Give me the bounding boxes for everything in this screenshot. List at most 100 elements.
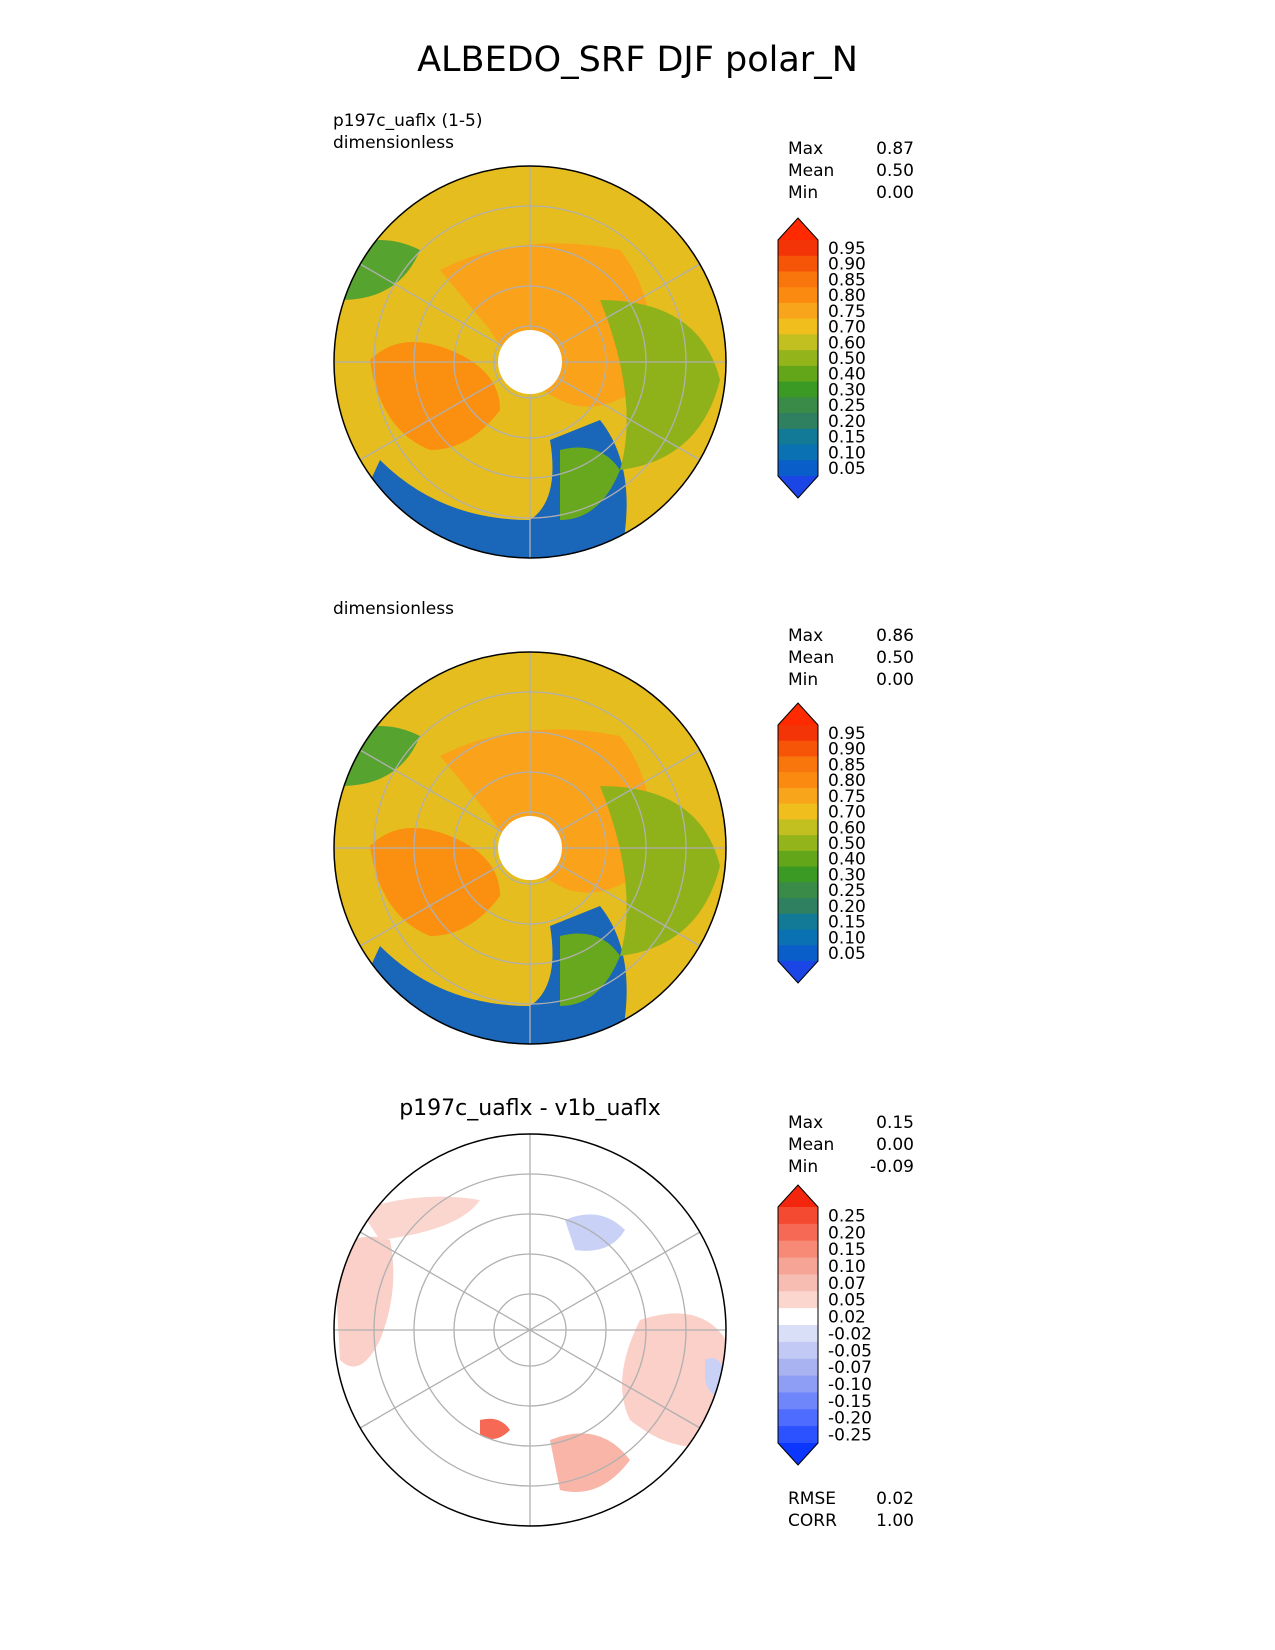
stat-row-min: Min -0.09 [788,1157,914,1177]
colorbar-segment [778,240,818,257]
colorbar-tick-label: 0.60 [828,818,866,838]
colorbar-tick-label: 0.05 [828,944,866,964]
stat-row-max: Max 0.15 [788,1113,914,1133]
colorbar-tick-label: 0.30 [828,865,866,885]
colorbar-extend-max [778,703,818,725]
colorbar-outline [777,702,819,984]
metric-row-rmse: RMSE 0.02 [788,1489,914,1509]
colorbar-panel2: 0.050.100.150.200.250.300.400.500.600.70… [777,702,866,984]
positive-anomaly-scandinavia [550,1433,630,1492]
colorbar-tick-label: 0.75 [828,787,866,807]
colorbar-tick-label: 0.15 [828,1240,866,1260]
colorbar-segment [778,913,818,931]
colorbar-tick-label: 0.10 [828,928,866,948]
colorbar-segment [778,381,818,398]
colorbar-segment [778,1358,818,1377]
land-greenland [370,828,500,936]
stat-row-min: Min 0.00 [788,183,914,203]
colorbar-tick-label: 0.15 [828,428,866,448]
colorbar-tick-label: 0.90 [828,255,866,275]
colorbar-segment [778,1426,818,1444]
colorbar-tick-label: 0.10 [828,1257,866,1277]
colorbar-segment [778,1308,818,1326]
colorbar-segment [778,725,818,742]
colorbar-tick-label: 0.05 [828,1291,866,1311]
colorbar-segment [778,1375,818,1393]
colorbar-segment [778,271,818,288]
land-eurasia-band [600,300,720,470]
colorbar-tick-label: 0.02 [828,1308,866,1328]
land-scandinavia [560,447,620,520]
colorbar-segment [778,819,818,836]
colorbar-tick-label: 0.30 [828,380,866,400]
pole-hole [498,816,562,880]
panel1-stats: Max 0.87 Mean 0.50 Min 0.00 [788,138,914,204]
colorbar-segment [778,334,818,351]
stat-row-mean: Mean 0.50 [788,161,914,181]
colorbar-segment [778,444,818,461]
land-greenland [370,342,500,450]
panel1-case-name: p197c_uaflx (1-5) [333,111,483,131]
colorbar-tick-label: -0.02 [828,1324,872,1344]
colorbar-segment [778,1274,818,1292]
panel2-stats: Max 0.86 Mean 0.50 Min 0.00 [788,625,914,691]
colorbar-segment [778,1223,818,1242]
colorbar-extend-max [778,218,818,240]
colorbar-extend-min [778,1443,818,1465]
colorbar-extend-max [778,1185,818,1207]
colorbar-tick-label: 0.95 [828,724,866,744]
positive-anomaly-north [360,1196,480,1240]
colorbar-segment [778,1207,818,1225]
panel1-units: dimensionless [333,133,454,153]
colorbar-tick-label: 0.25 [828,881,866,901]
colorbar-segment [778,1341,818,1360]
land-siberia [440,243,652,407]
colorbar-tick-label: 0.70 [828,318,866,338]
colorbar-tick-label: 0.20 [828,1223,866,1243]
colorbar-segment [778,1409,818,1427]
stat-row-min: Min 0.00 [788,670,914,690]
colorbar-tick-label: 0.20 [828,897,866,917]
colorbar-tick-label: 0.10 [828,443,866,463]
map-boundary [333,1133,727,1527]
colorbar-segment [778,772,818,789]
colorbar-tick-label: 0.50 [828,349,866,369]
colorbar-segment [778,460,818,477]
panel2-label: dimensionless [333,598,454,620]
colorbar-tick-label: -0.25 [828,1426,872,1446]
colorbar-tick-label: 0.15 [828,913,866,933]
colorbar-segment [778,740,818,757]
colorbar-tick-label: 0.40 [828,365,866,385]
colorbar-tick-label: 0.80 [828,286,866,306]
stat-row-mean: Mean 0.50 [788,648,914,668]
colorbar-segment [778,1392,818,1410]
pole-hole [498,330,562,394]
colorbar-segment [778,287,818,304]
colorbar-segment [778,882,818,899]
colorbar-tick-label: 0.85 [828,755,866,775]
colorbar-segment [778,803,818,820]
colorbar-tick-label: -0.20 [828,1409,872,1429]
colorbar-segment [778,835,818,852]
land-eurasia-band [600,786,720,956]
colorbar-segment [778,1240,818,1259]
panel3-stats: Max 0.15 Mean 0.00 Min -0.09 [788,1112,914,1178]
colorbar-segment [778,1257,818,1275]
colorbar-segment [778,365,818,383]
land-siberia [440,729,652,893]
colorbar-segment [778,850,818,868]
colorbar-tick-label: 0.90 [828,740,866,760]
colorbar-segment [778,866,818,883]
colorbar-extend-min [778,961,818,983]
metric-row-corr: CORR 1.00 [788,1511,914,1531]
colorbar-tick-label: 0.25 [828,1206,866,1226]
colorbar-segment [778,413,818,430]
colorbar-segment [778,1325,818,1343]
colorbar-tick-label: 0.95 [828,239,866,259]
panel2-units: dimensionless [333,599,454,619]
colorbar-segment [778,302,818,320]
colorbar-segment [778,929,818,946]
colorbar-tick-label: 0.60 [828,333,866,353]
